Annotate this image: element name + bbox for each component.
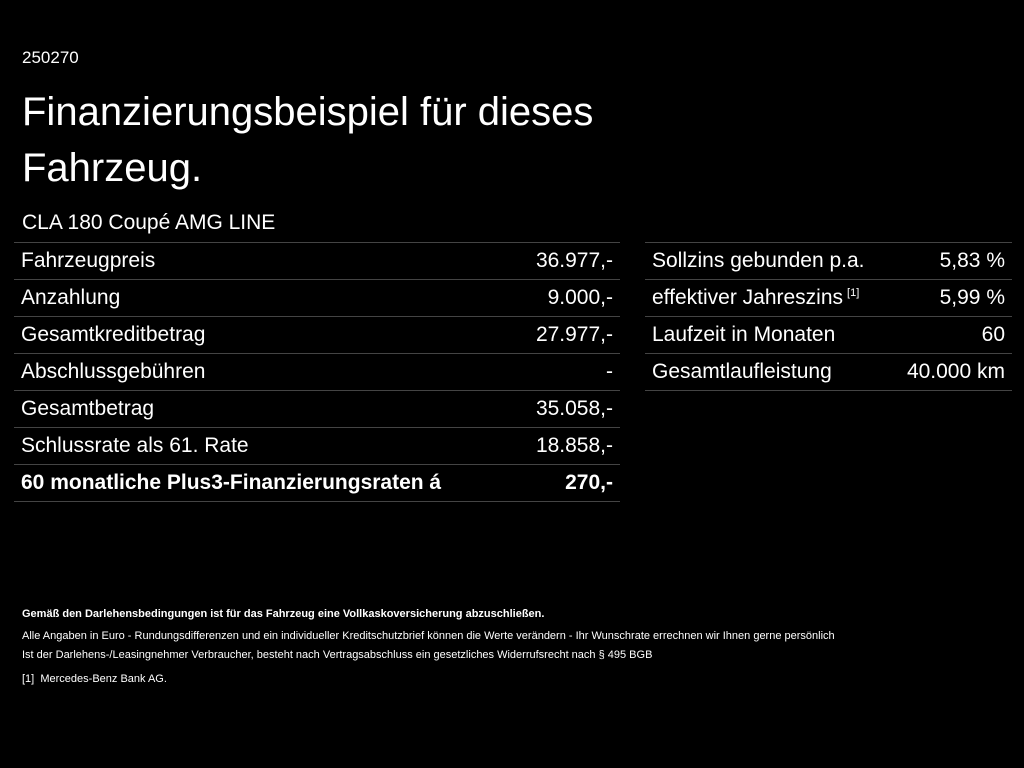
right-table: Sollzins gebunden p.a. 5,83 % effektiver J… xyxy=(645,242,1012,391)
label-text: Fahrzeugpreis xyxy=(21,249,156,272)
footnote-ref: [1] xyxy=(847,287,860,299)
row-label: Schlussrate als 61. Rate xyxy=(21,434,249,458)
label-text: effektiver Jahreszins xyxy=(652,286,844,309)
row-label: Gesamtbetrag xyxy=(21,397,154,421)
footnote-marker: [1] xyxy=(22,673,35,685)
notice: Gemäß den Darlehensbedingungen ist für d… xyxy=(22,608,545,620)
row-value: 270,- xyxy=(565,471,613,494)
label-text: Gesamtlaufleistung xyxy=(652,360,832,383)
footnote-text: Mercedes-Benz Bank AG. xyxy=(40,673,167,685)
row-label: Anzahlung xyxy=(21,286,120,310)
footer: Gemäß den Darlehensbedingungen ist für d… xyxy=(22,605,835,689)
footer-line: Ist der Darlehens-/Leasingnehmer Verbrau… xyxy=(22,649,653,661)
table-row: Fahrzeugpreis 36.977,- xyxy=(14,243,620,280)
row-value: 5,99 % xyxy=(939,286,1005,309)
row-value: 35.058,- xyxy=(535,397,613,420)
row-value: 5,83 % xyxy=(939,249,1005,272)
label-text: Sollzins gebunden p.a. xyxy=(652,249,865,272)
table-row: Laufzeit in Monaten 60 xyxy=(645,317,1012,354)
row-value: 9.000,- xyxy=(547,286,613,309)
table-row: Gesamtbetrag 35.058,- xyxy=(14,391,620,428)
row-value: 18.858,- xyxy=(535,434,613,457)
row-label: Laufzeit in Monaten xyxy=(652,323,835,347)
title: Finanzierungsbeispiel für dieses Fahrzeu… xyxy=(22,90,594,190)
footnote: [1] Mercedes-Benz Bank AG. xyxy=(22,670,835,689)
row-label: Sollzins gebunden p.a. xyxy=(652,249,865,273)
label-text: 60 monatliche Plus3-Finanzierungsraten á xyxy=(21,471,442,494)
table-row: Anzahlung 9.000,- xyxy=(14,280,620,317)
table-row: Schlussrate als 61. Rate 18.858,- xyxy=(14,428,620,465)
table-row: effektiver Jahreszins [1] 5,99 % xyxy=(645,280,1012,317)
model: CLA 180 Coupé AMG LINE xyxy=(22,211,276,234)
label-text: Gesamtkreditbetrag xyxy=(21,323,206,346)
code: 250270 xyxy=(22,48,79,67)
row-label: Gesamtlaufleistung xyxy=(652,360,832,384)
row-label: effektiver Jahreszins [1] xyxy=(652,286,859,310)
footer-line: Alle Angaben in Euro - Rundungsdifferenz… xyxy=(22,630,835,642)
table-row: Abschlussgebühren - xyxy=(14,354,620,391)
row-value: 60 xyxy=(981,323,1005,346)
label-text: Gesamtbetrag xyxy=(21,397,155,420)
label-text: Anzahlung xyxy=(21,286,121,309)
left-table: Fahrzeugpreis 36.977,- Anzahlung 9.000,- Ges… xyxy=(14,242,620,502)
row-label: Fahrzeugpreis xyxy=(21,249,155,273)
row-value: 36.977,- xyxy=(535,249,613,272)
row-label: Gesamtkreditbetrag xyxy=(21,323,205,347)
row-value: 40.000 km xyxy=(906,360,1005,383)
label-text: Abschlussgebühren xyxy=(21,360,206,383)
row-value: 27.977,- xyxy=(535,323,613,346)
row-value: - xyxy=(606,360,613,383)
table-row: Sollzins gebunden p.a. 5,83 % xyxy=(645,243,1012,280)
table-row: 60 monatliche Plus3-Finanzierungsraten á… xyxy=(14,465,620,502)
table-row: Gesamtkreditbetrag 27.977,- xyxy=(14,317,620,354)
label-text: Laufzeit in Monaten xyxy=(652,323,836,346)
row-label: 60 monatliche Plus3-Finanzierungsraten á xyxy=(21,471,441,495)
label-text: Schlussrate als 61. Rate xyxy=(21,434,249,457)
row-label: Abschlussgebühren xyxy=(21,360,205,384)
table-row: Gesamtlaufleistung 40.000 km xyxy=(645,354,1012,391)
